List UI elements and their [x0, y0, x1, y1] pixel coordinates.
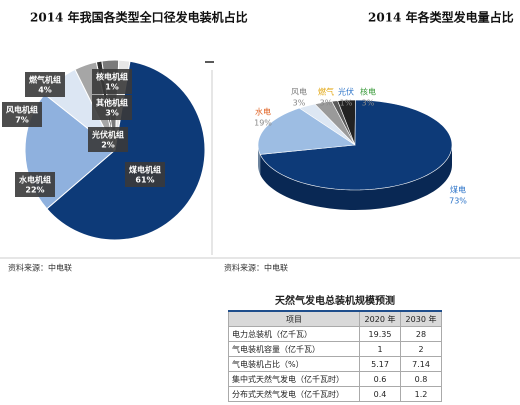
slice-label: 光伏 [338, 87, 354, 97]
slice-label: 核电 [360, 87, 376, 97]
slice-label: 燃气机组 [29, 75, 61, 85]
slice-label: 核电机组 [96, 72, 128, 82]
slice-side [258, 145, 261, 175]
table-cell: 0.6 [359, 371, 401, 387]
table-cell: 气电装机容量（亿千瓦） [228, 341, 360, 357]
slice-value-label: 61% [135, 176, 154, 185]
table-title: 天然气发电总装机规模预测 [275, 296, 395, 307]
table-cell: 集中式天然气发电（亿千瓦时） [228, 371, 360, 387]
table-cell: 19.35 [359, 326, 401, 342]
table-row: 气电装机占比（%） 5.17 7.14 [228, 356, 442, 372]
header-cell: 项目 [228, 310, 360, 327]
slice-label: 煤电 [450, 185, 466, 195]
table-cell: 5.17 [359, 356, 401, 372]
label-box [92, 69, 132, 94]
table-cell: 2 [400, 341, 442, 357]
pie-slice [257, 107, 356, 155]
label-box [88, 127, 128, 152]
slice-side [260, 145, 452, 210]
table-cell: 1.2 [400, 386, 442, 402]
slice-value-label: 2% [101, 141, 115, 150]
slice-label: 风电机组 [6, 105, 38, 115]
table-cell: 电力总装机（亿千瓦） [228, 326, 360, 342]
label-box [2, 102, 42, 127]
table-grid: 项目 2020 年 2030 年电力总装机（亿千瓦） 19.35 28 气电装机容量（亿千… [228, 310, 442, 402]
label-box [25, 72, 65, 97]
slice-value-label: 3% [105, 109, 119, 118]
charts: 2014 年我国各类型全口径发电装机占比 2014 年各类型发电量占比 资料来源… [0, 10, 520, 273]
pie-slice [259, 99, 453, 191]
source: 资料来源：中电联 [8, 263, 72, 273]
table-row: 气电装机容量（亿千瓦） 1 2 [228, 341, 442, 357]
label-box [15, 172, 55, 197]
slice-value-label: 73% [449, 197, 467, 206]
slice-value-label: 4% [38, 86, 52, 95]
slice-label: 燃气 [318, 87, 334, 97]
table-cell: 7.14 [400, 356, 442, 372]
slice-value-label: 3% [293, 99, 306, 108]
slice-value-label: 1% [105, 83, 119, 92]
slice-label: 水电机组 [18, 175, 51, 185]
table-row: 分布式天然气发电（亿千瓦时） 0.4 1.2 [228, 386, 442, 402]
header-cell: 2030 年 [400, 310, 442, 327]
slice-value-label: 7% [15, 116, 29, 125]
slice-value-label: 1% [340, 99, 353, 108]
table-cell: 28 [400, 326, 442, 342]
chart-title: 2014 年各类型发电量占比 [368, 10, 514, 25]
slice-value-label: 3% [320, 99, 333, 108]
chart-title: 2014 年我国各类型全口径发电装机占比 [30, 10, 248, 25]
table-row: 电力总装机（亿千瓦） 19.35 28 [228, 326, 442, 342]
source: 资料来源：中电联 [224, 263, 288, 273]
slice-value-label: 19% [254, 119, 272, 128]
slice-label: 煤电机组 [129, 165, 161, 175]
slice-label: 光伏机组 [91, 130, 124, 140]
table: 天然气发电总装机规模预测 项目 2020 年 2030 年电力总装机（亿千瓦） 19.… [228, 292, 442, 402]
table-row: 集中式天然气发电（亿千瓦时） 0.6 0.8 [228, 371, 442, 387]
table-cell: 分布式天然气发电（亿千瓦时） [228, 386, 360, 402]
table-cell: 0.8 [400, 371, 442, 387]
slice-label: 水电 [255, 107, 271, 117]
slice-label: 其他机组 [96, 98, 128, 108]
slice-value-label: 22% [25, 186, 44, 195]
label-box [92, 95, 132, 120]
header-cell: 2020 年 [359, 310, 401, 327]
table-cell: 气电装机占比（%） [228, 356, 360, 372]
table-cell: 0.4 [359, 386, 401, 402]
table-cell: 1 [359, 341, 401, 357]
table-header: 项目 2020 年 2030 年 [228, 310, 442, 327]
label-box [125, 162, 165, 187]
slice-value-label: 3% [362, 99, 375, 108]
slice-label: 风电 [291, 87, 307, 97]
